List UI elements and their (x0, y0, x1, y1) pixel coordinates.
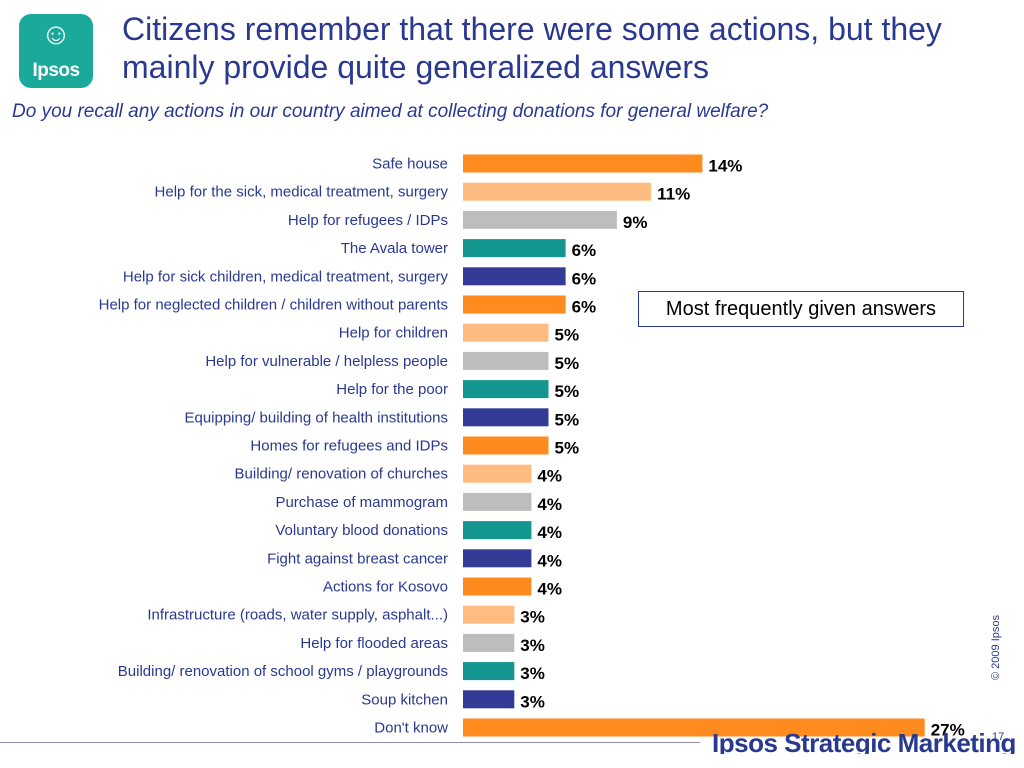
value-label: 3% (520, 608, 545, 627)
value-label: 4% (537, 523, 562, 542)
callout-text: Most frequently given answers (665, 297, 937, 320)
value-label: 4% (537, 467, 562, 486)
value-label: 6% (572, 269, 597, 288)
value-label: 9% (623, 213, 648, 232)
value-label: 6% (572, 241, 597, 260)
bar (463, 549, 532, 568)
bar (463, 351, 549, 370)
category-label: Building/ renovation of churches (235, 466, 448, 483)
bar (463, 436, 549, 455)
bar (463, 267, 566, 286)
value-label: 14% (708, 157, 742, 176)
copyright-notice: © 2009 Ipsos (990, 615, 1002, 680)
category-label: Help for vulnerable / helpless people (205, 353, 448, 370)
value-label: 4% (537, 495, 562, 514)
page-number: 17 (992, 731, 1005, 743)
bar (463, 521, 532, 540)
bar (463, 154, 703, 173)
bar (463, 633, 515, 652)
category-label: Safe house (372, 156, 448, 173)
value-label: 5% (555, 439, 580, 458)
callout-box: Most frequently given answers (638, 291, 964, 327)
category-label: Help for the poor (336, 381, 448, 398)
category-label: Help for flooded areas (300, 635, 448, 652)
category-label: The Avala tower (341, 240, 448, 257)
ipsos-emblem-icon: ☺ (40, 18, 72, 51)
value-label: 5% (555, 382, 580, 401)
category-label: Equipping/ building of health institutio… (184, 409, 448, 426)
category-label: Soup kitchen (361, 691, 448, 708)
category-label: Help for refugees / IDPs (288, 212, 448, 229)
category-label: Don't know (374, 720, 448, 737)
slide-title: Citizens remember that there were some a… (122, 11, 942, 85)
bar (463, 464, 532, 483)
category-label: Actions for Kosovo (323, 579, 448, 596)
category-label: Voluntary blood donations (275, 522, 448, 539)
category-label: Fight against breast cancer (267, 550, 448, 567)
bar (463, 380, 549, 399)
category-label: Help for the sick, medical treatment, su… (155, 184, 449, 201)
survey-question: Do you recall any actions in our country… (12, 101, 769, 122)
value-label: 3% (520, 636, 545, 655)
value-label: 11% (657, 185, 690, 204)
footer-divider (0, 742, 700, 743)
value-label: 4% (537, 580, 562, 599)
bar (463, 662, 515, 681)
category-label: Help for children (339, 325, 448, 342)
value-label: 5% (555, 326, 580, 345)
bar (463, 718, 925, 737)
category-label: Help for sick children, medical treatmen… (123, 268, 449, 285)
bar (463, 239, 566, 258)
bar (463, 182, 652, 201)
ipsos-logo: ☺ Ipsos (19, 14, 93, 88)
category-label: Help for neglected children / children w… (99, 297, 448, 314)
value-label: 3% (520, 664, 545, 683)
footer-brand: Ipsos Strategic Marketing (712, 728, 1016, 754)
value-label: 27% (931, 721, 965, 740)
bar (463, 605, 515, 624)
bar (463, 577, 532, 596)
category-label: Infrastructure (roads, water supply, asp… (147, 607, 448, 624)
value-label: 3% (520, 692, 545, 711)
value-label: 5% (555, 410, 580, 429)
bar (463, 690, 515, 709)
category-label: Homes for refugees and IDPs (250, 438, 448, 455)
logo-text: Ipsos (32, 60, 80, 81)
category-label: Building/ renovation of school gyms / pl… (118, 663, 448, 680)
category-label: Purchase of mammogram (275, 494, 448, 511)
bar (463, 210, 617, 229)
value-label: 5% (555, 354, 580, 373)
value-label: 6% (572, 298, 597, 317)
bar (463, 408, 549, 427)
bar (463, 492, 532, 511)
bar (463, 323, 549, 342)
bar (463, 295, 566, 314)
value-label: 4% (537, 551, 562, 570)
